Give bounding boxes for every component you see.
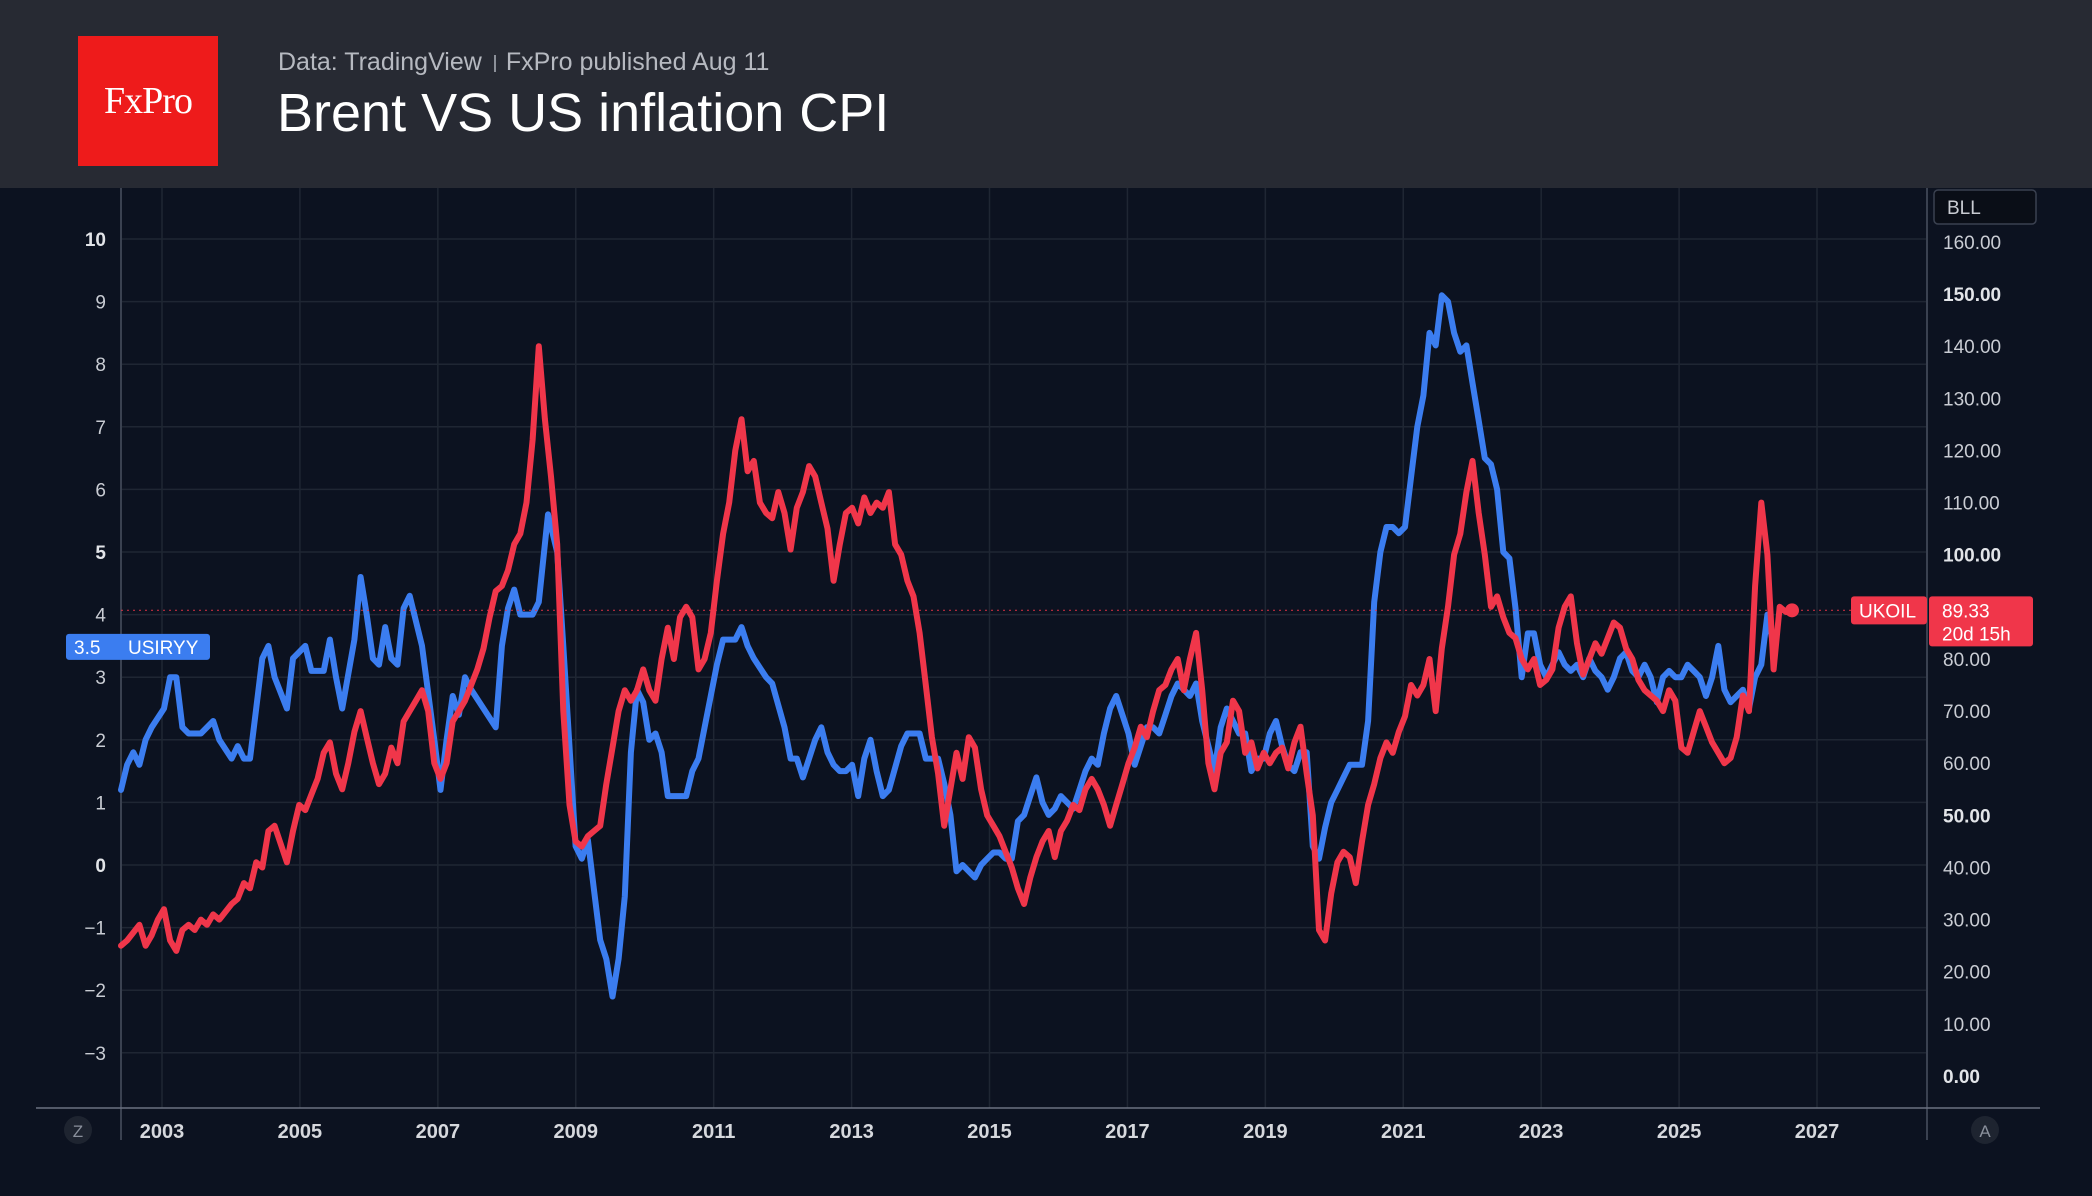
source-line: Data: TradingView FxPro published Aug 11 [278, 48, 769, 77]
right-tick-label: 30.00 [1943, 911, 1991, 932]
left-tick-label: 10 [85, 230, 106, 251]
right-tick-label: 60.00 [1943, 754, 1991, 775]
zoom-button-label: Z [73, 1122, 83, 1141]
left-tick-label: −2 [84, 981, 106, 1002]
usiryy-series-name: USIRYY [128, 638, 199, 659]
header-bar: FxPro Data: TradingView FxPro published A… [0, 0, 2092, 188]
right-tick-label: 100.00 [1943, 546, 2001, 567]
x-tick-label: 2003 [140, 1121, 185, 1143]
right-tick-label: 80.00 [1943, 650, 1991, 671]
ukoil-line [118, 343, 1795, 954]
ukoil-name-bg [1851, 596, 1927, 625]
left-tick-label: 3 [95, 668, 106, 689]
chart-title: Brent VS US inflation CPI [277, 83, 890, 143]
auto-scale-button [1971, 1116, 1999, 1144]
zoom-button [64, 1116, 92, 1144]
left-tick-label: 4 [95, 606, 106, 627]
left-tick-label: 5 [95, 543, 106, 564]
separator-bar [493, 54, 496, 72]
left-tick-label: −3 [84, 1044, 106, 1065]
right-tick-label: 40.00 [1943, 858, 1991, 879]
usiryy-label-bg [66, 633, 210, 660]
right-tick-label: 160.00 [1943, 233, 2001, 254]
left-tick-label: 7 [95, 418, 106, 439]
unit-label-box [1933, 189, 2037, 225]
x-tick-label: 2013 [829, 1121, 874, 1143]
left-tick-label: 6 [95, 480, 106, 501]
right-tick-label: 70.00 [1943, 702, 1991, 723]
right-tick-label: 130.00 [1943, 389, 2001, 410]
right-tick-label: 20.00 [1943, 963, 1991, 984]
fxpro-logo: FxPro [78, 36, 218, 166]
x-tick-label: 2009 [554, 1121, 599, 1143]
right-tick-label: 10.00 [1943, 1015, 1991, 1036]
right-tick-label: 110.00 [1943, 494, 2000, 515]
x-tick-label: 2023 [1519, 1121, 1564, 1143]
ukoil-value-bg [1929, 596, 2033, 647]
left-tick-label: 8 [95, 355, 106, 376]
x-tick-label: 2017 [1105, 1121, 1150, 1143]
usiryy-last-value: 3.5 [74, 638, 100, 659]
right-tick-label: 120.00 [1943, 441, 2001, 462]
x-tick-label: 2025 [1657, 1121, 1702, 1143]
x-tick-label: 2007 [416, 1121, 461, 1143]
left-tick-label: 1 [95, 793, 106, 814]
auto-scale-label: A [1979, 1122, 1991, 1141]
x-tick-label: 2027 [1795, 1121, 1840, 1143]
ukoil-last-value: 89.33 [1942, 601, 1990, 622]
left-tick-label: −1 [84, 919, 106, 940]
x-tick-label: 2015 [967, 1121, 1012, 1143]
left-tick-label: 9 [95, 293, 106, 314]
usiryy-line [118, 292, 1777, 1000]
x-tick-label: 2005 [278, 1121, 323, 1143]
ukoil-series-name: UKOIL [1859, 601, 1916, 622]
left-tick-label: 0 [95, 856, 106, 877]
line-chart[interactable]: 109876543210−1−2−3160.00150.00140.00130.… [0, 188, 2092, 1196]
unit-label: BLL [1947, 198, 1981, 219]
right-tick-label: 150.00 [1943, 285, 2001, 306]
x-tick-label: 2019 [1243, 1121, 1288, 1143]
left-tick-label: 2 [95, 731, 106, 752]
ukoil-countdown: 20d 15h [1942, 624, 2011, 645]
source-prefix: Data: TradingView [278, 48, 482, 76]
x-tick-label: 2011 [692, 1121, 735, 1143]
x-tick-label: 2021 [1381, 1121, 1426, 1143]
right-tick-label: 0.00 [1943, 1067, 1980, 1088]
right-tick-label: 140.00 [1943, 337, 2001, 358]
right-tick-label: 50.00 [1943, 806, 1991, 827]
ukoil-last-point [1785, 603, 1799, 618]
source-suffix: FxPro published Aug 11 [505, 48, 770, 76]
